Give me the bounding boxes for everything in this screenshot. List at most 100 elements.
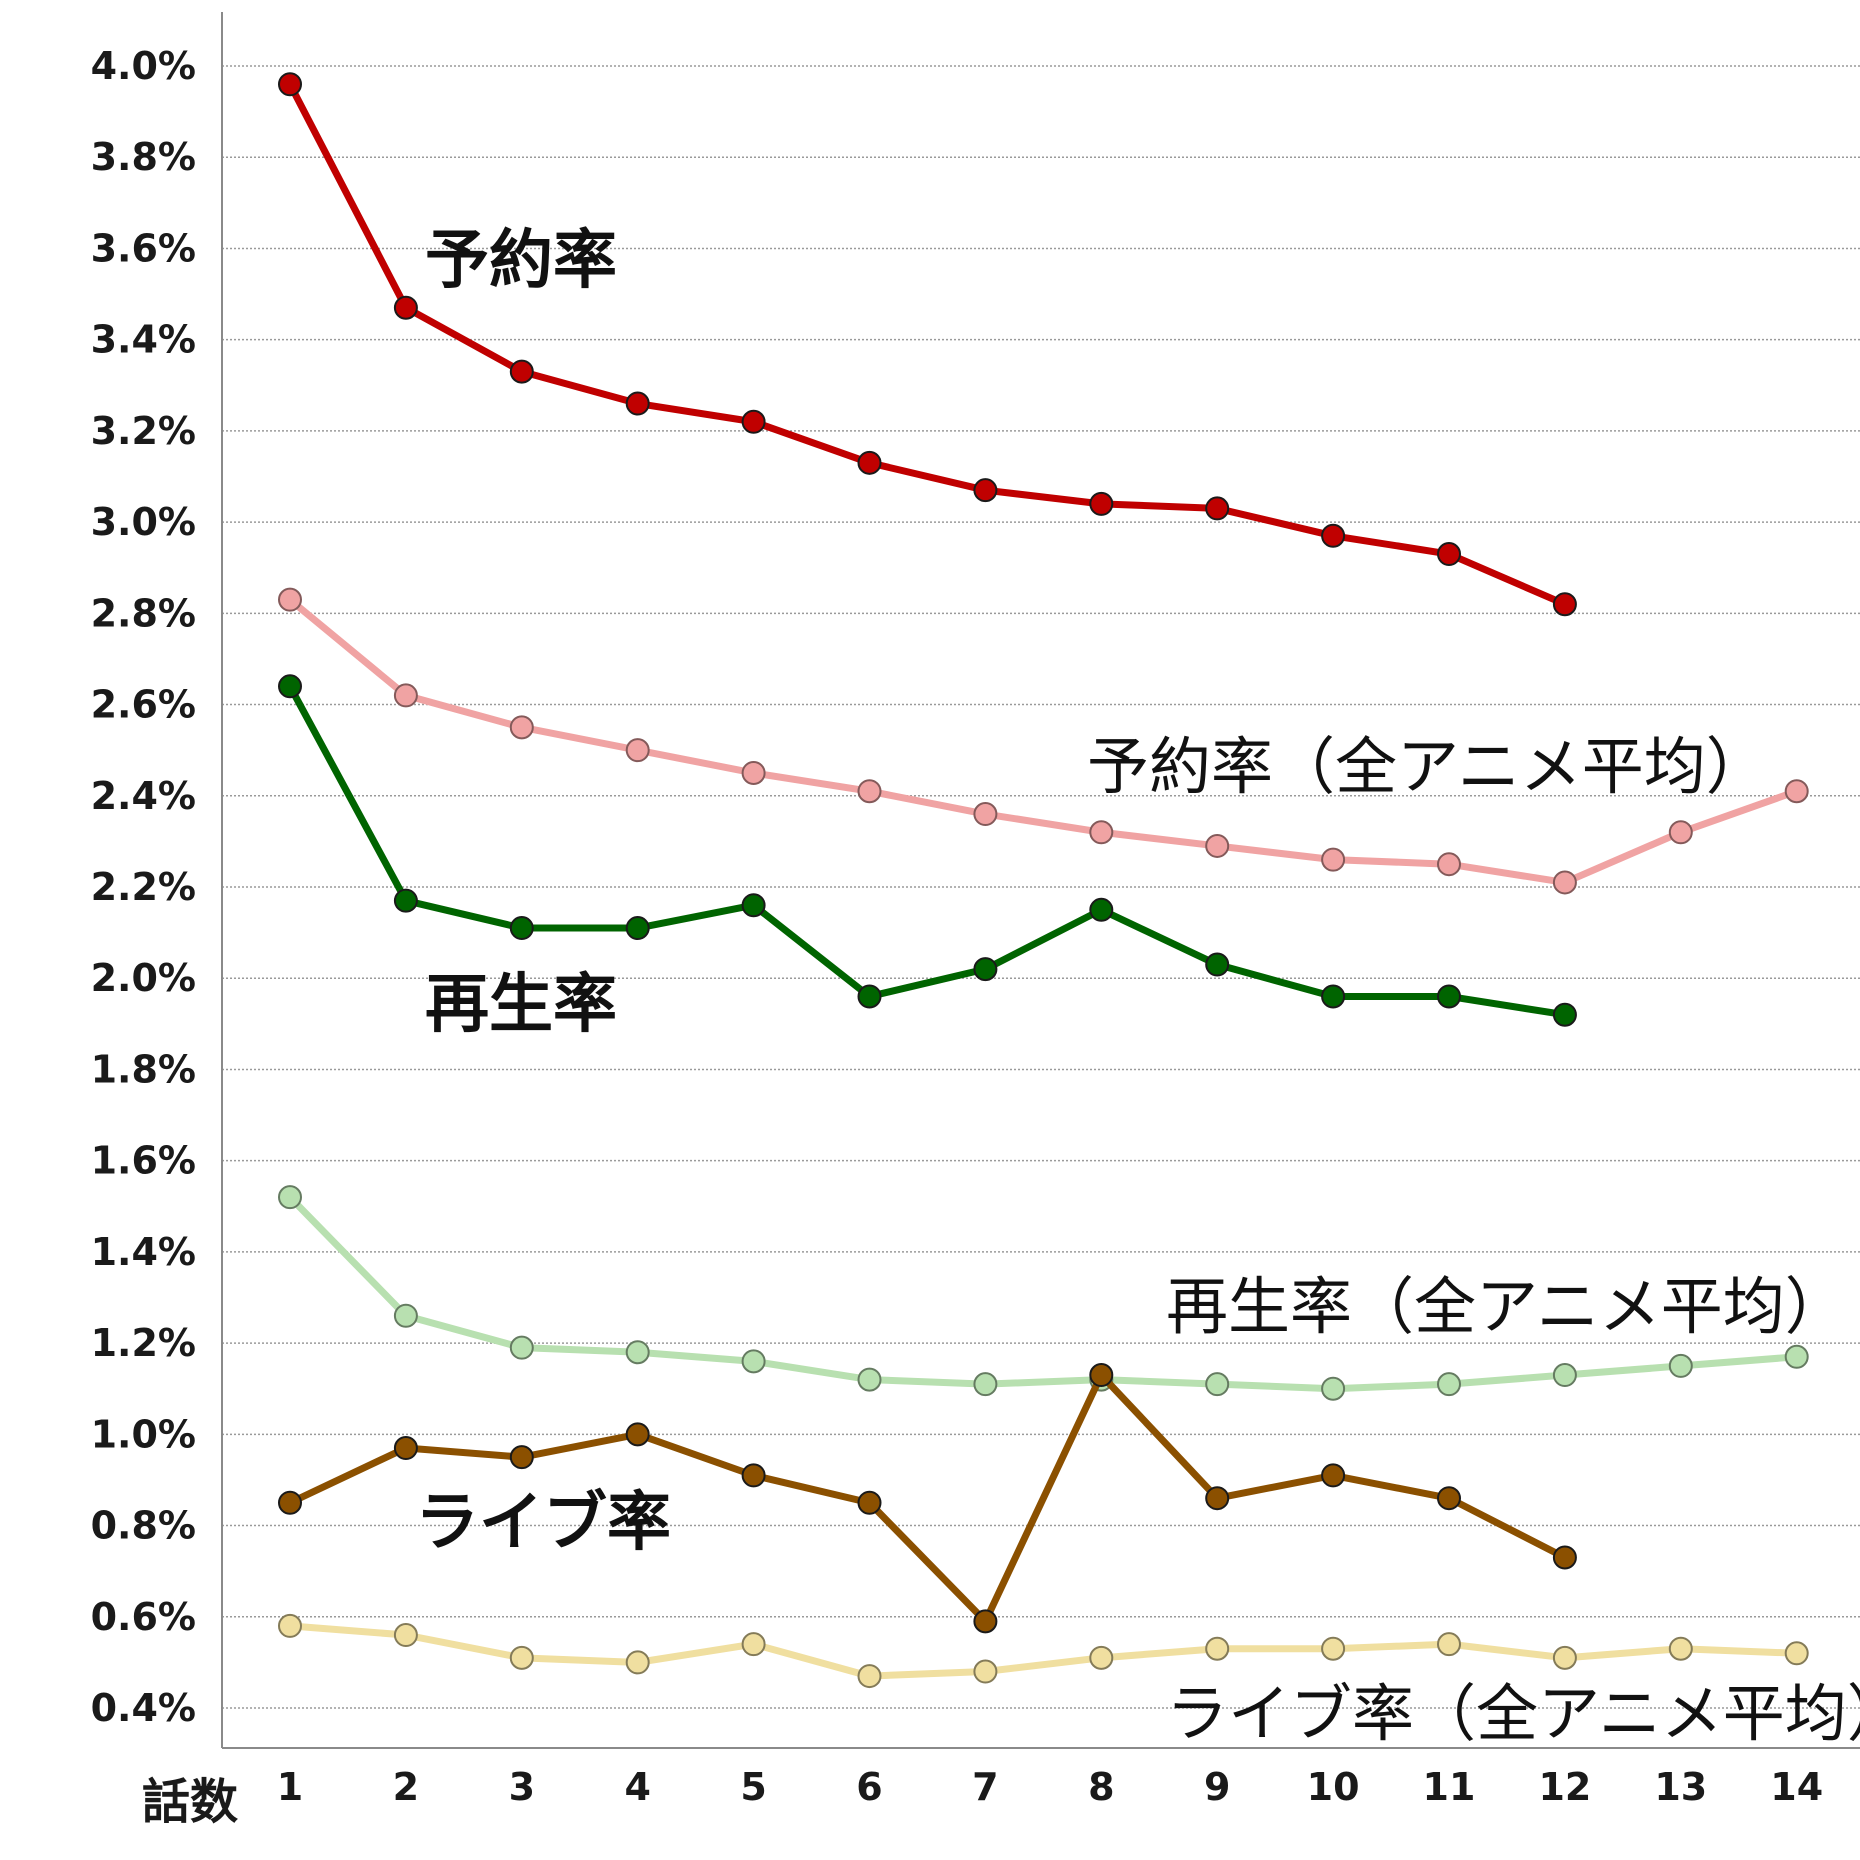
data-point <box>1552 1363 1577 1388</box>
data-point <box>509 359 534 384</box>
data-point <box>278 674 302 699</box>
x-tick-label: 9 <box>1204 1765 1230 1809</box>
data-point <box>509 1645 534 1670</box>
data-point <box>1205 1636 1230 1661</box>
data-point <box>1552 1002 1577 1027</box>
x-tick-label: 6 <box>856 1765 882 1809</box>
y-tick-labels: 0.4% 0.6% 0.8% 1.0% 1.2% 1.4% 1.6% 1.8% 2.0% 2.2%… <box>91 44 196 1730</box>
data-point <box>857 1367 882 1392</box>
data-point <box>1089 897 1114 922</box>
data-point <box>741 760 766 785</box>
y-tick-label: 1.4% <box>91 1230 196 1274</box>
data-point <box>1784 1641 1809 1666</box>
y-tick-label: 3.6% <box>91 226 196 270</box>
y-tick-label: 3.8% <box>91 135 196 179</box>
series-line <box>286 682 1569 1019</box>
series-line <box>286 80 1569 608</box>
data-point <box>1321 984 1346 1009</box>
data-point <box>741 1632 766 1657</box>
data-point <box>625 738 650 763</box>
data-point <box>1784 779 1809 804</box>
data-point <box>973 802 998 827</box>
y-tick-label: 2.6% <box>91 683 196 727</box>
data-point <box>393 1303 418 1328</box>
data-point <box>625 1340 650 1365</box>
data-point <box>393 888 418 913</box>
y-tick-label: 2.4% <box>91 774 196 818</box>
data-point <box>393 683 418 708</box>
data-point <box>1668 820 1693 845</box>
data-point <box>857 1490 882 1515</box>
y-tick-label: 4.0% <box>91 44 196 88</box>
y-tick-label: 0.8% <box>91 1504 196 1548</box>
data-point <box>278 587 302 612</box>
data-point <box>857 1664 882 1689</box>
series-5 <box>278 1613 1809 1689</box>
data-point <box>741 893 766 918</box>
y-tick-label: 3.4% <box>91 318 196 362</box>
data-point <box>278 1185 302 1210</box>
y-tick-label: 3.2% <box>91 409 196 453</box>
data-point <box>973 1659 998 1684</box>
data-point <box>1089 1645 1114 1670</box>
data-point <box>1552 592 1577 617</box>
data-point <box>741 1349 766 1374</box>
x-tick-label: 8 <box>1088 1765 1114 1809</box>
data-point <box>973 478 998 503</box>
axes-layer <box>221 12 1860 1749</box>
data-point <box>1205 952 1230 977</box>
data-point <box>1205 833 1230 858</box>
series-2 <box>278 674 1577 1027</box>
data-point <box>973 1609 998 1634</box>
data-point <box>1437 1486 1461 1511</box>
series-3 <box>278 1185 1809 1401</box>
data-point <box>509 1335 534 1360</box>
data-point <box>1089 820 1114 845</box>
series-label: 再生率（全アニメ平均） <box>1166 1270 1847 1343</box>
data-point <box>1321 1376 1346 1401</box>
y-tick-label: 3.0% <box>91 500 196 544</box>
data-point <box>1552 1545 1577 1570</box>
y-tick-label: 0.4% <box>91 1686 196 1730</box>
x-tick-label: 5 <box>740 1765 766 1809</box>
data-point <box>625 391 650 416</box>
x-tick-label: 4 <box>624 1765 650 1809</box>
x-tick-label: 13 <box>1654 1765 1707 1809</box>
data-point <box>973 1372 998 1397</box>
x-tick-label: 14 <box>1770 1765 1823 1809</box>
series-line <box>286 596 1801 886</box>
data-point <box>393 295 418 320</box>
series-layer <box>278 72 1809 1689</box>
y-tick-label: 0.6% <box>91 1595 196 1639</box>
y-tick-label: 2.0% <box>91 956 196 1000</box>
data-point <box>1668 1353 1693 1378</box>
y-tick-label: 2.8% <box>91 591 196 635</box>
y-tick-label: 1.8% <box>91 1047 196 1091</box>
data-point <box>1321 847 1346 872</box>
data-point <box>278 1490 302 1515</box>
data-point <box>857 450 882 475</box>
series-label: 再生率 <box>425 968 617 1042</box>
data-point <box>393 1623 418 1648</box>
data-point <box>1205 496 1230 521</box>
data-point <box>1089 1363 1114 1388</box>
series-label: 予約率 <box>425 224 617 298</box>
x-tick-label: 10 <box>1307 1765 1360 1809</box>
data-point <box>278 1613 302 1638</box>
x-tick-label: 12 <box>1538 1765 1591 1809</box>
data-point <box>393 1436 418 1461</box>
data-point <box>1784 1344 1809 1369</box>
x-tick-labels: 1 2 3 4 5 6 7 8 9 10 11 12 13 14 <box>277 1765 1823 1809</box>
x-tick-label: 1 <box>277 1765 303 1809</box>
data-point <box>741 409 766 434</box>
series-label: ライブ率（全アニメ平均） <box>1166 1677 1860 1750</box>
data-point <box>1205 1486 1230 1511</box>
series-line <box>286 1622 1801 1680</box>
data-point <box>1321 1636 1346 1661</box>
series-label: ライブ率 <box>415 1486 671 1560</box>
data-point <box>625 1650 650 1675</box>
data-point <box>278 72 302 97</box>
data-point <box>1437 542 1461 567</box>
